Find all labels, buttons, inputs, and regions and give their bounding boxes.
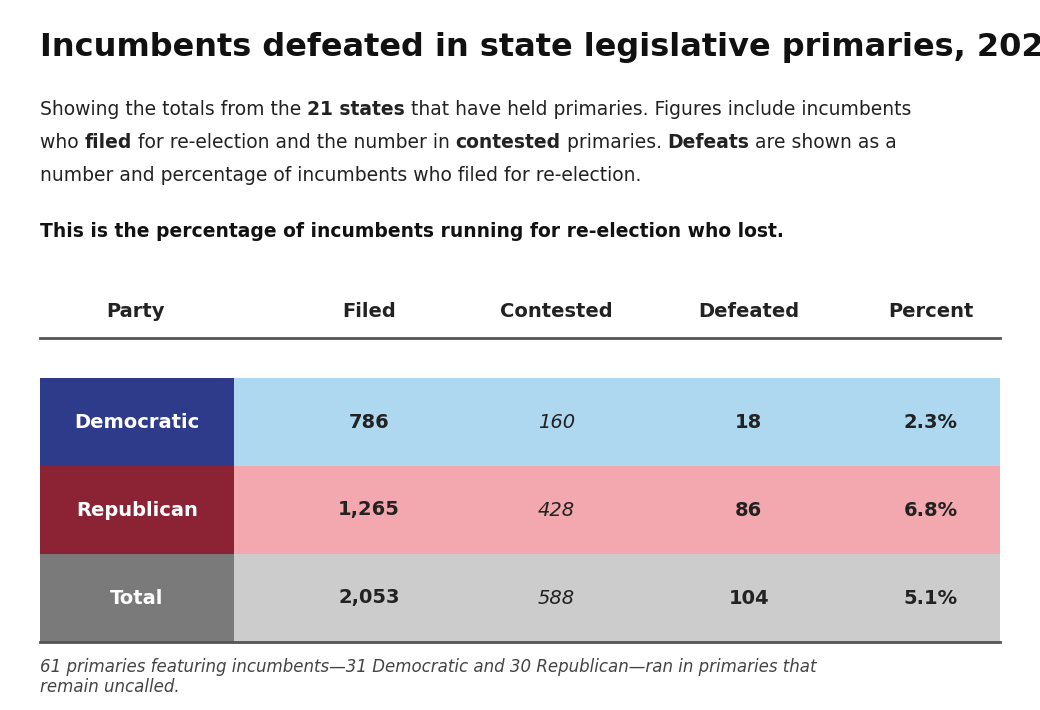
Bar (40, 554, 234, 642)
Text: Total: Total (110, 589, 163, 608)
Text: 18: 18 (735, 413, 762, 432)
Text: Showing the totals from the: Showing the totals from the (40, 100, 307, 119)
Text: 5.1%: 5.1% (904, 589, 958, 608)
Text: 2,053: 2,053 (338, 589, 400, 608)
Text: This is the percentage of incumbents running for re-election who lost.: This is the percentage of incumbents run… (40, 222, 783, 241)
Text: Party: Party (106, 302, 164, 321)
Text: 86: 86 (735, 501, 762, 520)
Bar (234, 378, 1000, 466)
Text: that have held primaries. Figures include incumbents: that have held primaries. Figures includ… (405, 100, 911, 119)
Text: contested: contested (456, 133, 561, 152)
Text: Filed: Filed (342, 302, 396, 321)
Text: 21 states: 21 states (307, 100, 405, 119)
Text: Incumbents defeated in state legislative primaries, 2022: Incumbents defeated in state legislative… (40, 32, 1040, 63)
Text: who: who (40, 133, 84, 152)
Text: Contested: Contested (500, 302, 613, 321)
Text: 61 primaries featuring incumbents—31 Democratic and 30 Republican—ran in primari: 61 primaries featuring incumbents—31 Dem… (40, 658, 816, 676)
Text: Republican: Republican (76, 501, 198, 520)
Text: primaries.: primaries. (561, 133, 668, 152)
Bar (40, 378, 234, 466)
Text: 428: 428 (538, 501, 575, 520)
Bar (234, 466, 1000, 554)
Text: 786: 786 (348, 413, 390, 432)
Text: for re-election and the number in: for re-election and the number in (131, 133, 456, 152)
Text: 1,265: 1,265 (338, 501, 400, 520)
Text: 588: 588 (538, 589, 575, 608)
Text: Percent: Percent (888, 302, 973, 321)
Text: number and percentage of incumbents who filed for re-election.: number and percentage of incumbents who … (40, 166, 641, 185)
Text: 2.3%: 2.3% (904, 413, 958, 432)
Text: Defeats: Defeats (668, 133, 750, 152)
Text: 6.8%: 6.8% (904, 501, 958, 520)
Bar (40, 466, 234, 554)
Bar (234, 554, 1000, 642)
Text: Democratic: Democratic (74, 413, 200, 432)
Text: 104: 104 (728, 589, 770, 608)
Text: filed: filed (84, 133, 131, 152)
Text: are shown as a: are shown as a (750, 133, 898, 152)
Text: Defeated: Defeated (698, 302, 800, 321)
Text: remain uncalled.: remain uncalled. (40, 678, 179, 696)
Text: 160: 160 (538, 413, 575, 432)
